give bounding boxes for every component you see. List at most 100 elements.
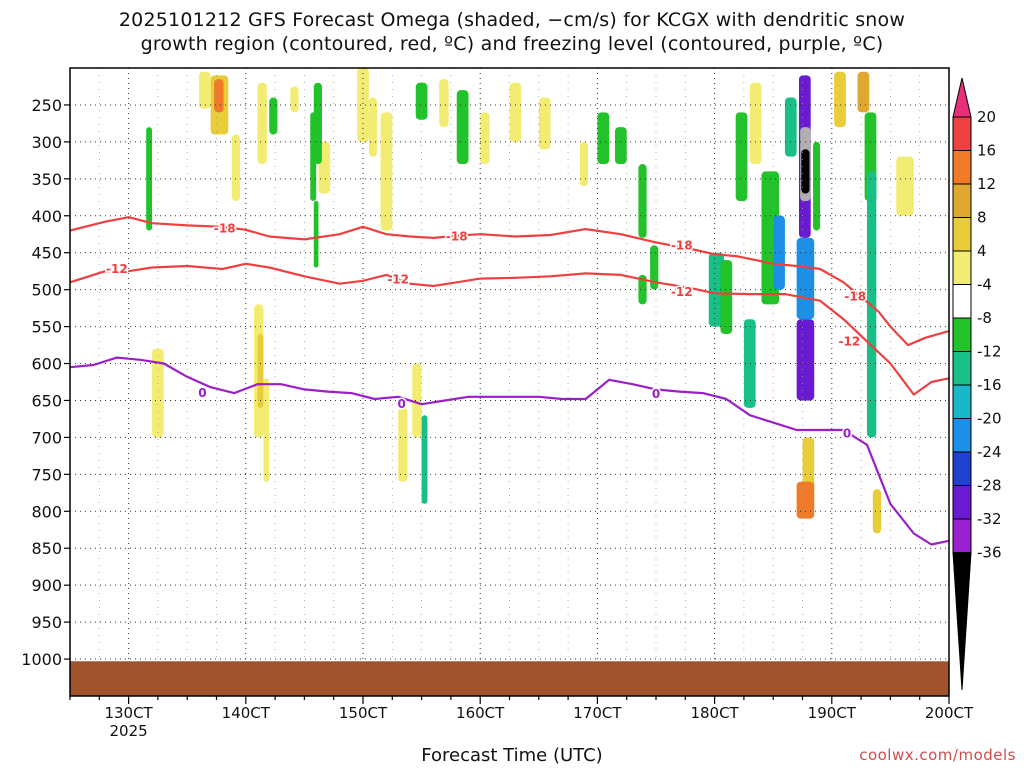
contour-label: 0: [652, 387, 660, 401]
dgz-contour: [70, 262, 892, 365]
omega-shaded-region: [509, 82, 522, 142]
y-tick-label: 850: [31, 539, 62, 558]
omega-shaded-region: [290, 86, 299, 113]
omega-shaded-region: [216, 81, 221, 98]
colorbar-label: 16: [977, 142, 996, 160]
colorbar-label: -36: [977, 544, 1002, 562]
omega-shaded-region: [857, 71, 870, 113]
colorbar-label: -12: [977, 343, 1002, 361]
colorbar-segment: [952, 284, 972, 319]
contour-label: 0: [198, 386, 206, 400]
colorbar-label: -4: [977, 276, 992, 294]
contour-label: -12: [671, 285, 693, 299]
omega-shaded-region: [743, 319, 756, 408]
colorbar-label: -28: [977, 477, 1002, 495]
chart-title-line-1: 2025101212 GFS Forecast Omega (shaded, −…: [118, 9, 906, 31]
y-tick-label: 750: [31, 465, 62, 484]
colorbar-segment: [952, 384, 972, 419]
colorbar-bottom-arrow: [952, 552, 972, 691]
omega-shaded-region: [412, 363, 422, 438]
contour-label: -12: [106, 262, 128, 276]
colorbar-segment: [952, 485, 972, 520]
omega-shaded-region: [198, 71, 211, 109]
x-tick-label: 150CT: [339, 704, 388, 722]
colorbar-segment: [952, 351, 972, 386]
omega-shaded-region: [638, 274, 647, 305]
colorbar-segment: [952, 116, 972, 151]
freezing-level-contour: [70, 356, 949, 546]
omega-shaded-region: [368, 97, 378, 157]
colorbar-label: -8: [977, 309, 992, 327]
omega-shaded-region: [415, 82, 428, 120]
colorbar-label: -32: [977, 510, 1002, 528]
omega-shaded-region: [310, 112, 317, 201]
omega-shaded-region: [638, 164, 647, 238]
colorbar-segment: [952, 217, 972, 252]
omega-shaded-region: [146, 127, 153, 231]
y-tick-label: 600: [31, 355, 62, 374]
x-tick-label: 140CT: [222, 704, 271, 722]
omega-shaded-region: [872, 489, 882, 534]
omega-shaded-region: [421, 415, 428, 504]
y-tick-label: 300: [31, 133, 62, 152]
omega-shaded-region: [538, 97, 551, 150]
chart-title-line-2: growth region (contoured, red, ºC) and f…: [140, 33, 884, 55]
x-tick-label: 180CT: [690, 704, 739, 722]
omega-shaded-region: [263, 378, 270, 482]
omega-shaded-region: [796, 481, 815, 519]
omega-shaded-region: [231, 134, 240, 201]
colorbar-top-arrow: [952, 77, 972, 118]
contour-label-layer: -18 -18 -18 -18 -12 -12 -12 -12 0 0 0 0: [105, 220, 868, 442]
omega-shaded-region: [257, 82, 267, 165]
contour-label: -18: [214, 221, 236, 235]
omega-shaded-region: [480, 112, 490, 165]
x-tick-sublabel-year: 2025: [110, 722, 148, 740]
omega-shaded-region: [813, 141, 821, 231]
contour-label: -18: [844, 289, 866, 303]
y-tick-label: 550: [31, 318, 62, 337]
omega-shaded-region: [269, 97, 278, 135]
contour-label: -18: [671, 238, 693, 252]
y-tick-label: 700: [31, 428, 62, 447]
colorbar-segment: [952, 183, 972, 218]
omega-shaded-region: [749, 82, 762, 165]
y-axis: 250 300 350 400 450 500 550 600 650 700 750 800 850 9…: [21, 96, 70, 669]
colorbar-label: 4: [977, 242, 987, 260]
colorbar: 20 16 12 8 4 -4 -8 -12 -16 -20 -24 -28 -32 -36: [952, 77, 1002, 691]
omega-shaded-region: [398, 407, 408, 482]
colorbar-label: 8: [977, 209, 987, 227]
y-tick-label: 250: [31, 96, 62, 115]
x-tick-label: 130CT: [104, 704, 153, 722]
omega-shaded-region: [313, 200, 319, 268]
omega-shaded-region: [866, 171, 877, 438]
x-axis: 130CT 140CT 150CT 160CT 170CT 180CT 190CT 200CT…: [69, 696, 974, 740]
omega-shaded-region: [439, 79, 449, 128]
credit-text: coolwx.com/models: [859, 746, 1016, 764]
colorbar-segment: [952, 250, 972, 285]
dgz-contour: [889, 325, 949, 347]
y-tick-label: 500: [31, 281, 62, 300]
colorbar-label: 20: [977, 108, 996, 126]
y-tick-label: 800: [31, 502, 62, 521]
omega-shaded-region: [773, 215, 785, 290]
omega-shaded-region: [708, 252, 724, 327]
omega-shaded-region: [735, 112, 748, 201]
colorbar-segment: [952, 451, 972, 486]
dgz-contour: [889, 362, 949, 396]
ground-surface: [70, 661, 949, 696]
colorbar-label: -20: [977, 410, 1002, 428]
colorbar-label: 12: [977, 175, 996, 193]
colorbar-segment: [952, 518, 972, 553]
contour-label: 0: [843, 427, 851, 441]
contour-layer: [70, 216, 949, 546]
omega-shaded-region: [257, 333, 264, 408]
y-tick-label: 350: [31, 170, 62, 189]
omega-shaded-region: [896, 156, 914, 216]
omega-shaded-region: [796, 237, 815, 320]
contour-label: -12: [839, 334, 861, 348]
y-tick-label: 400: [31, 207, 62, 226]
x-tick-label: 190CT: [808, 704, 857, 722]
dgz-contour: [70, 216, 892, 328]
omega-shaded-region: [152, 348, 164, 438]
contour-label: -18: [446, 229, 468, 243]
